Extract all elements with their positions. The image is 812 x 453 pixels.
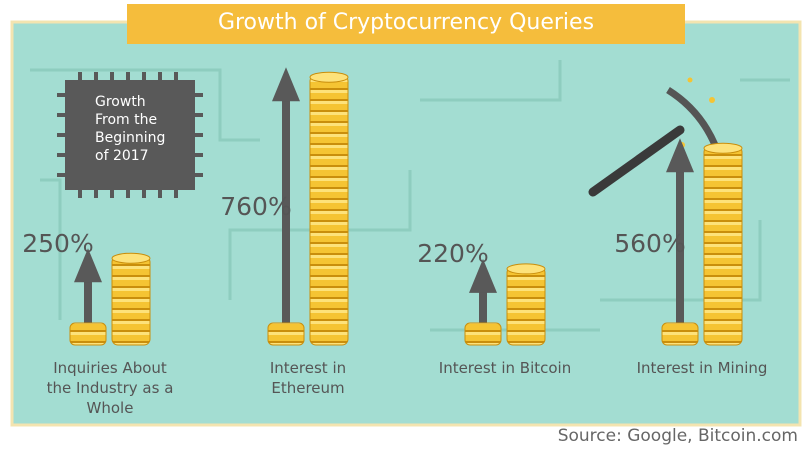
coin-stack (703, 145, 743, 346)
arrow-shaft (84, 274, 92, 345)
arrow-shaft (676, 164, 684, 345)
coin-top (309, 71, 349, 83)
source: Source: Google, Bitcoin.com (557, 426, 798, 446)
coin-stack (309, 74, 349, 346)
category-label: Interest in Bitcoin (438, 359, 572, 377)
arrow-shaft (479, 284, 487, 345)
front-coins (661, 322, 699, 346)
category-label: Interest in Mining (636, 359, 768, 377)
front-coins (267, 322, 305, 346)
value-label: 560% (614, 229, 685, 258)
arrow-head (666, 138, 694, 173)
coin-top (703, 142, 743, 154)
category-label: Interest in Ethereum (269, 359, 347, 397)
value-label: 220% (417, 239, 488, 268)
coin-top (506, 263, 546, 275)
coin-top (111, 252, 151, 264)
value-label: 250% (22, 229, 93, 258)
front-coins (69, 322, 107, 346)
value-label: 760% (220, 192, 291, 221)
arrow-head (272, 67, 300, 102)
coin-stack (506, 266, 546, 346)
arrow-head (74, 248, 102, 283)
title: Growth of Cryptocurrency Queries (127, 4, 685, 44)
coin-stack (111, 255, 151, 346)
chip (57, 72, 203, 198)
arrow-head (469, 258, 497, 293)
front-coins (464, 322, 502, 346)
note: Growth From the Beginning of 2017 (95, 94, 166, 164)
category-label: Inquiries About the Industry as a Whole (46, 359, 174, 417)
arrow-shaft (282, 93, 290, 345)
